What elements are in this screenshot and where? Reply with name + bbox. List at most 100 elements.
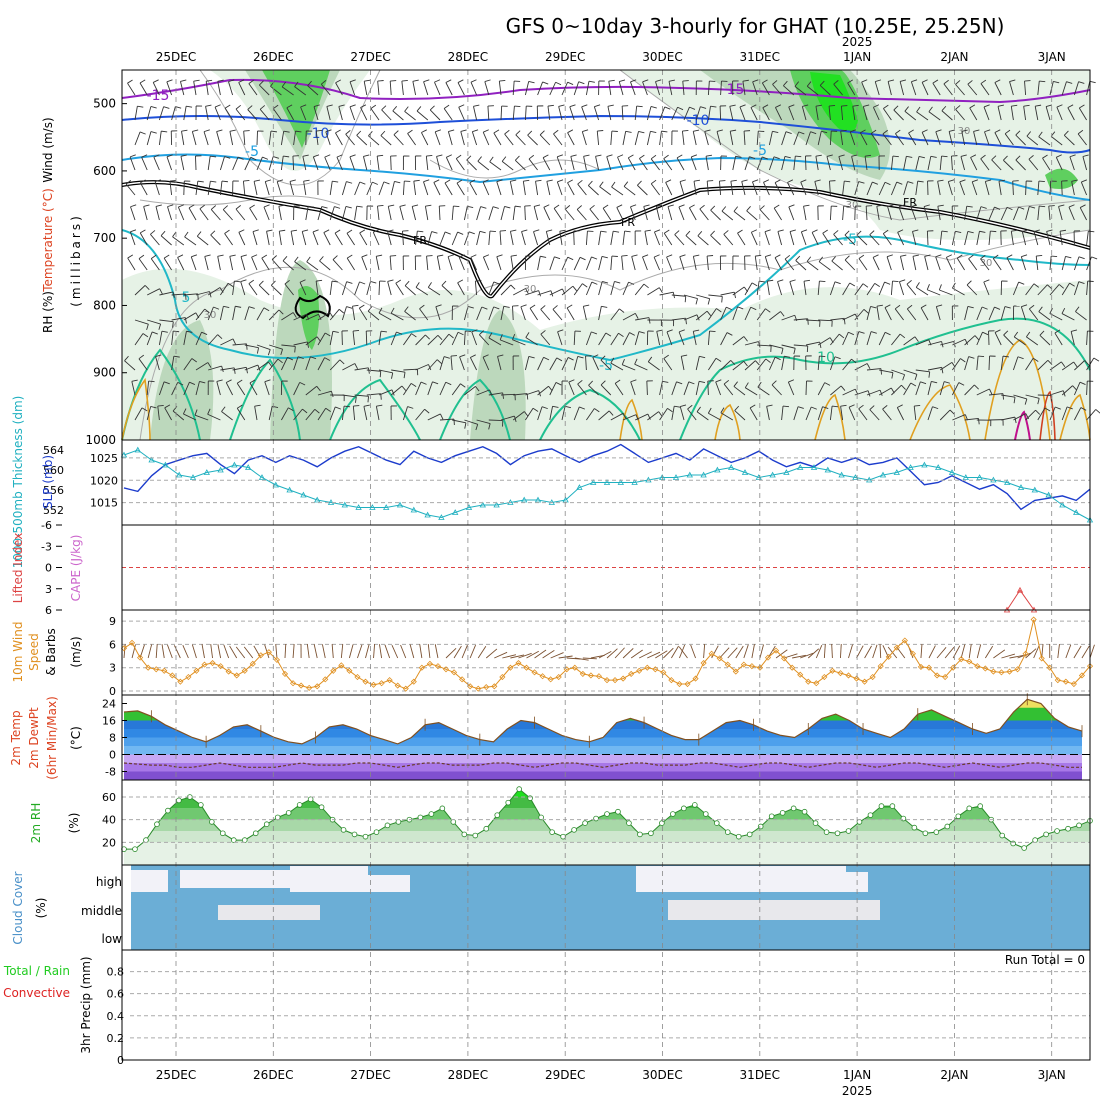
barb-flag bbox=[1078, 281, 1085, 285]
rh2m-point bbox=[505, 799, 512, 806]
rh2m-point bbox=[263, 821, 270, 827]
upper-wind-barb bbox=[654, 229, 661, 246]
upper-wind-barb bbox=[370, 104, 380, 121]
barb-shaft bbox=[1039, 335, 1051, 346]
barb-shaft bbox=[329, 206, 335, 221]
precip-total-label: Total / Rain bbox=[3, 964, 70, 978]
barb-flag bbox=[682, 129, 689, 132]
barb-shaft bbox=[248, 83, 258, 96]
upper-wind-barb bbox=[1025, 357, 1039, 371]
wind10-barb bbox=[173, 645, 181, 659]
barb-shaft bbox=[423, 81, 429, 96]
upper-wind-barb bbox=[805, 380, 813, 396]
barb-shaft bbox=[1028, 158, 1039, 171]
upper-wind-barb bbox=[622, 130, 632, 146]
barb-flag bbox=[910, 204, 917, 208]
upper-wind-barb bbox=[581, 129, 589, 146]
barb-flag bbox=[510, 179, 517, 182]
wind10-barb bbox=[663, 647, 674, 659]
barb-flag bbox=[433, 179, 440, 183]
barb-shaft bbox=[509, 231, 514, 246]
upper-wind-barb bbox=[512, 205, 522, 221]
barb-shaft bbox=[829, 205, 832, 221]
upper-wind-barb bbox=[801, 104, 809, 121]
barb-shaft bbox=[732, 360, 745, 371]
upper-wind-barb bbox=[499, 334, 514, 346]
upper-wind-barb bbox=[998, 179, 1005, 196]
barb-flag bbox=[210, 205, 217, 210]
wind10-speed-point bbox=[1038, 655, 1045, 662]
barb-flag bbox=[601, 255, 608, 259]
upper-wind-barb bbox=[219, 180, 228, 196]
barb-shaft bbox=[939, 409, 951, 421]
upper-wind-barb bbox=[305, 130, 313, 146]
upper-wind-barb bbox=[404, 280, 416, 296]
barb-shaft bbox=[774, 182, 782, 196]
barb-flag bbox=[876, 304, 883, 307]
barb-shaft bbox=[842, 206, 845, 221]
upper-wind-barb bbox=[906, 280, 917, 296]
upper-wind-barb bbox=[666, 254, 673, 271]
barb-shaft bbox=[1058, 206, 1063, 221]
barb-flag bbox=[437, 254, 444, 257]
barb-flag bbox=[1072, 385, 1077, 391]
barb-flag bbox=[1033, 283, 1040, 288]
barb-flag bbox=[566, 304, 573, 309]
upper-wind-barb bbox=[707, 407, 721, 421]
wind10-barb bbox=[711, 645, 719, 659]
upper-wind-barb bbox=[512, 355, 520, 371]
barb-flag bbox=[263, 307, 270, 312]
barb-shaft bbox=[742, 81, 746, 96]
barb-shaft bbox=[1015, 159, 1026, 171]
upper-wind-barb bbox=[720, 407, 734, 421]
wind10-barb bbox=[357, 644, 363, 659]
rh2m-point bbox=[428, 811, 435, 817]
barb-shaft bbox=[471, 131, 478, 146]
barb-flag bbox=[249, 204, 255, 209]
upper-wind-barb bbox=[1026, 131, 1039, 146]
barb-shaft bbox=[411, 206, 417, 221]
barb-flag bbox=[250, 156, 257, 161]
barb-flag bbox=[1069, 282, 1075, 287]
upper-wind-barb bbox=[854, 283, 869, 296]
upper-wind-barb bbox=[573, 230, 580, 246]
barb-shaft bbox=[312, 156, 319, 171]
barb-shaft bbox=[814, 181, 819, 196]
barb-flag bbox=[125, 180, 132, 185]
upper-wind-barb bbox=[842, 282, 856, 296]
barb-flag bbox=[916, 106, 921, 113]
barb-flag bbox=[980, 79, 987, 84]
barb-flag bbox=[540, 255, 547, 258]
barb-flag bbox=[844, 255, 850, 261]
upper-wind-barb bbox=[183, 358, 198, 371]
wind10-speed-point bbox=[708, 650, 715, 657]
barb-shaft bbox=[500, 415, 515, 421]
upper-wind-barb bbox=[567, 129, 575, 146]
barb-shaft bbox=[1045, 106, 1051, 121]
wind10-barb bbox=[775, 649, 788, 659]
upper-wind-barb bbox=[1069, 154, 1076, 171]
barb-flag bbox=[650, 179, 657, 185]
barb-flag bbox=[643, 283, 649, 289]
barb-flag bbox=[1079, 381, 1086, 385]
upper-wind-barb bbox=[833, 80, 843, 96]
upper-wind-barb bbox=[829, 356, 841, 371]
barb-flag bbox=[213, 306, 220, 310]
upper-wind-barb bbox=[573, 256, 586, 271]
barb-shaft bbox=[573, 257, 581, 271]
barb-flag bbox=[567, 129, 574, 134]
barb-flag bbox=[601, 305, 608, 308]
barb-flag bbox=[795, 255, 801, 261]
wind10-speed-point bbox=[813, 680, 820, 687]
barb-flag bbox=[666, 254, 673, 258]
upper-wind-barb bbox=[599, 181, 612, 196]
upper-wind-barb bbox=[325, 129, 332, 146]
wind10-speed-point bbox=[990, 668, 997, 675]
barb-shaft bbox=[146, 131, 152, 146]
barb-shaft bbox=[139, 232, 148, 246]
barb-flag bbox=[735, 155, 742, 158]
barb-shaft bbox=[159, 291, 174, 296]
barb-shaft bbox=[129, 231, 136, 246]
barb-shaft bbox=[293, 382, 301, 396]
barb-flag bbox=[282, 255, 288, 262]
